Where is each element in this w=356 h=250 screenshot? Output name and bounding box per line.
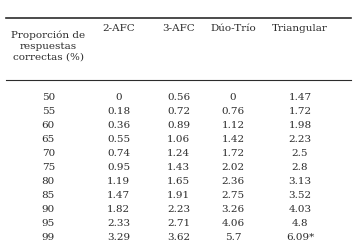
Text: Dúo-Trío: Dúo-Trío	[210, 24, 256, 33]
Text: 95: 95	[42, 218, 55, 227]
Text: 1.72: 1.72	[221, 148, 245, 158]
Text: 2.02: 2.02	[221, 162, 245, 172]
Text: 65: 65	[42, 135, 55, 144]
Text: 4.06: 4.06	[221, 218, 245, 227]
Text: 1.43: 1.43	[167, 162, 190, 172]
Text: 90: 90	[42, 204, 55, 213]
Text: 2.33: 2.33	[107, 218, 130, 227]
Text: 1.12: 1.12	[221, 121, 245, 130]
Text: 0.55: 0.55	[107, 135, 130, 144]
Text: 1.98: 1.98	[288, 121, 312, 130]
Text: 0.18: 0.18	[107, 107, 130, 116]
Text: 3.26: 3.26	[221, 204, 245, 213]
Text: 55: 55	[42, 107, 55, 116]
Text: 3.29: 3.29	[107, 232, 130, 241]
Text: 1.72: 1.72	[288, 107, 312, 116]
Text: 2.75: 2.75	[221, 190, 245, 200]
Text: 3.52: 3.52	[288, 190, 312, 200]
Text: 0.72: 0.72	[167, 107, 190, 116]
Text: 50: 50	[42, 93, 55, 102]
Text: 4.8: 4.8	[292, 218, 308, 227]
Text: 75: 75	[42, 162, 55, 172]
Text: 1.91: 1.91	[167, 190, 190, 200]
Text: 80: 80	[42, 176, 55, 186]
Text: 2.5: 2.5	[292, 148, 308, 158]
Text: 0: 0	[230, 93, 236, 102]
Text: 85: 85	[42, 190, 55, 200]
Text: Proporción de
respuestas
correctas (%): Proporción de respuestas correctas (%)	[11, 31, 85, 61]
Text: 2.23: 2.23	[288, 135, 312, 144]
Text: 0.74: 0.74	[107, 148, 130, 158]
Text: 3.62: 3.62	[167, 232, 190, 241]
Text: 3-AFC: 3-AFC	[162, 24, 195, 33]
Text: Triangular: Triangular	[272, 24, 328, 33]
Text: 0.56: 0.56	[167, 93, 190, 102]
Text: 2.36: 2.36	[221, 176, 245, 186]
Text: 3.13: 3.13	[288, 176, 312, 186]
Text: 1.65: 1.65	[167, 176, 190, 186]
Text: 1.82: 1.82	[107, 204, 130, 213]
Text: 1.19: 1.19	[107, 176, 130, 186]
Text: 0.89: 0.89	[167, 121, 190, 130]
Text: 0: 0	[115, 93, 122, 102]
Text: 2.23: 2.23	[167, 204, 190, 213]
Text: 2.8: 2.8	[292, 162, 308, 172]
Text: 0.36: 0.36	[107, 121, 130, 130]
Text: 1.42: 1.42	[221, 135, 245, 144]
Text: 1.24: 1.24	[167, 148, 190, 158]
Text: 4.03: 4.03	[288, 204, 312, 213]
Text: 1.47: 1.47	[107, 190, 130, 200]
Text: 1.47: 1.47	[288, 93, 312, 102]
Text: 5.7: 5.7	[225, 232, 241, 241]
Text: 0.95: 0.95	[107, 162, 130, 172]
Text: 2.71: 2.71	[167, 218, 190, 227]
Text: 1.06: 1.06	[167, 135, 190, 144]
Text: 2-AFC: 2-AFC	[103, 24, 135, 33]
Text: 60: 60	[42, 121, 55, 130]
Text: 99: 99	[42, 232, 55, 241]
Text: 0.76: 0.76	[221, 107, 245, 116]
Text: 6.09*: 6.09*	[286, 232, 314, 241]
Text: 70: 70	[42, 148, 55, 158]
